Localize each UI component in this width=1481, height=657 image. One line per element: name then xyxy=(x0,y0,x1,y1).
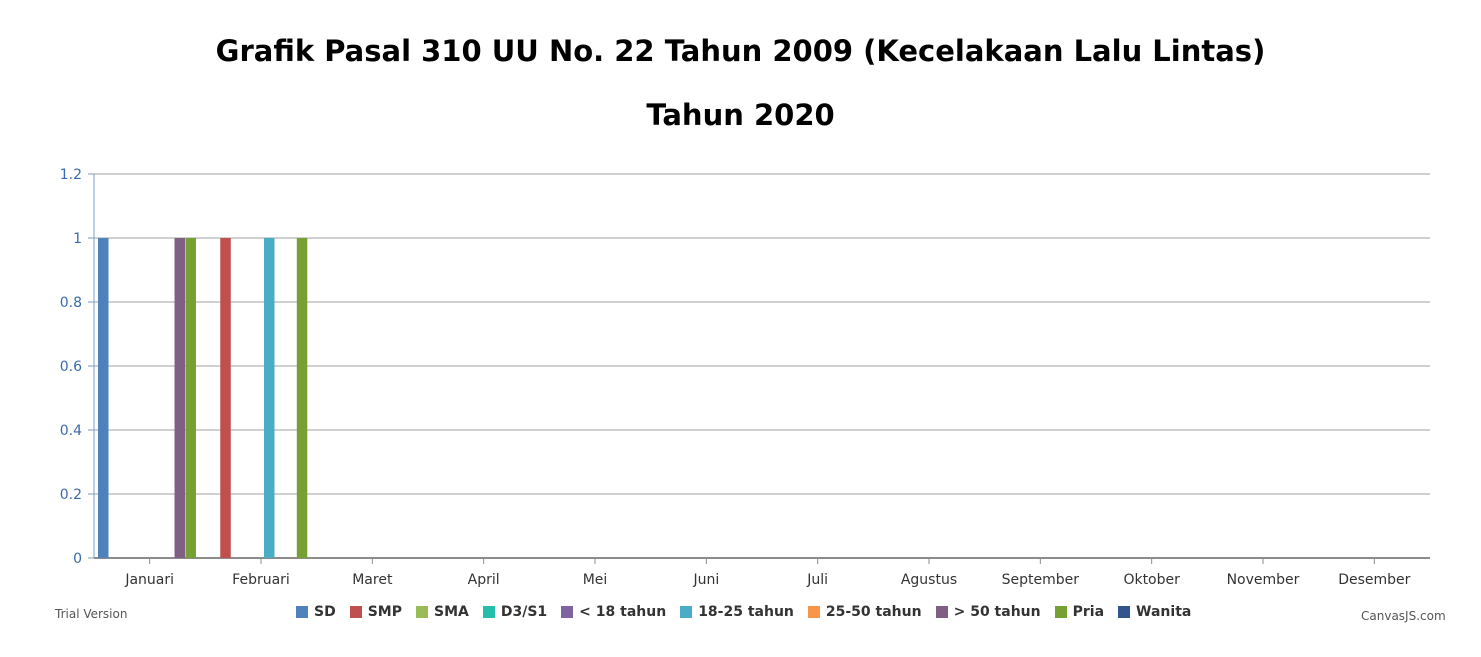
legend-item: SMA xyxy=(416,604,469,620)
y-tick-label: 0.4 xyxy=(60,423,82,439)
legend-swatch xyxy=(807,606,820,618)
x-tick-label: Mei xyxy=(583,572,608,588)
canvasjs-credit: CanvasJS.com xyxy=(1361,609,1446,623)
x-tick-label: September xyxy=(1002,572,1080,588)
bar-smp-februari xyxy=(220,238,231,558)
legend-swatch xyxy=(296,606,308,618)
legend-item: 25-50 tahun xyxy=(807,604,922,620)
legend-item: Pria xyxy=(1054,604,1105,620)
x-tick-label: Februari xyxy=(232,572,290,588)
legend-swatch xyxy=(1118,606,1131,618)
y-tick-label: 1.2 xyxy=(60,167,82,183)
legend-item: Wanita xyxy=(1118,604,1191,620)
legend-swatch xyxy=(935,606,948,618)
y-tick-label: 0.2 xyxy=(60,487,82,503)
bar-sd-januari xyxy=(98,238,109,558)
bar--50-tahun-januari xyxy=(174,238,186,558)
bar-18-25-tahun-februari xyxy=(264,238,275,558)
legend-label: SMA xyxy=(434,604,469,620)
legend-label: SD xyxy=(314,604,336,620)
trial-version-label: Trial Version xyxy=(55,607,128,621)
bar-pria-februari xyxy=(296,238,308,558)
legend-swatch xyxy=(416,606,428,618)
legend-item: > 50 tahun xyxy=(935,604,1041,620)
x-tick-label: November xyxy=(1227,572,1300,588)
legend-swatch xyxy=(1054,606,1067,618)
y-tick-label: 0 xyxy=(73,551,82,567)
y-tick-label: 0.8 xyxy=(60,295,82,311)
legend-item: SMP xyxy=(349,604,402,620)
x-tick-label: Maret xyxy=(352,572,393,588)
x-tick-label: Agustus xyxy=(901,572,957,588)
legend-swatch xyxy=(482,606,495,618)
x-tick-label: Desember xyxy=(1338,572,1410,588)
legend-label: 18-25 tahun xyxy=(698,604,794,620)
legend-swatch xyxy=(349,606,362,618)
legend-label: > 50 tahun xyxy=(953,604,1041,620)
x-tick-label: Januari xyxy=(124,572,174,588)
legend-label: 25-50 tahun xyxy=(825,604,922,620)
legend-item: SD xyxy=(296,604,336,620)
x-tick-label: Juni xyxy=(692,572,719,588)
chart-subtitle: Tahun 2020 xyxy=(646,98,835,132)
y-tick-label: 0.6 xyxy=(60,359,82,375)
legend-label: D3/S1 xyxy=(500,604,548,620)
legend-label: SMP xyxy=(367,604,402,620)
legend-label: < 18 tahun xyxy=(579,604,667,620)
legend-label: Wanita xyxy=(1136,604,1192,620)
chart-legend: SD SMP SMA D3/S1 < 18 tahun 18-25 tahun 25-50 … xyxy=(296,604,1205,620)
legend-item: < 18 tahun xyxy=(561,604,666,620)
x-tick-label: April xyxy=(468,572,500,588)
x-tick-label: Juli xyxy=(806,572,828,588)
chart-title: Grafik Pasal 310 UU No. 22 Tahun 2009 (K… xyxy=(215,34,1266,68)
x-tick-label: Oktober xyxy=(1123,572,1180,588)
legend-swatch xyxy=(680,606,693,618)
y-tick-label: 1 xyxy=(73,231,82,247)
legend-item: 18-25 tahun xyxy=(680,604,794,620)
legend-item: D3/S1 xyxy=(482,604,548,620)
bar-pria-januari xyxy=(185,238,196,558)
legend-label: Pria xyxy=(1072,604,1105,620)
legend-swatch xyxy=(561,606,574,618)
